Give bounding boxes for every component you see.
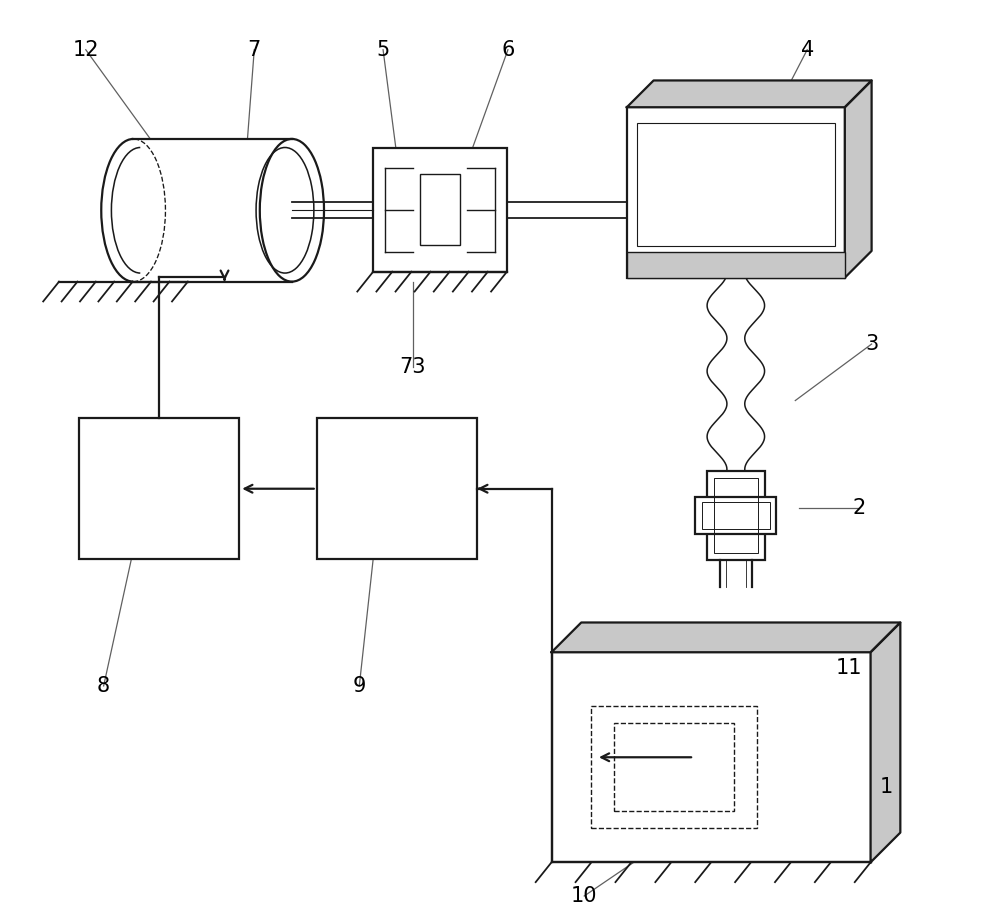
Polygon shape [552,622,900,652]
Bar [627,252,845,277]
Text: 7: 7 [248,39,261,60]
Bar [627,107,845,277]
Text: 4: 4 [801,39,814,60]
Bar [79,419,239,559]
Bar [552,652,871,862]
Bar [695,497,776,534]
Text: 73: 73 [400,357,426,377]
Bar [591,706,757,828]
Polygon shape [845,81,872,277]
Polygon shape [871,622,900,862]
Bar [702,501,770,530]
Polygon shape [627,81,872,107]
Text: 3: 3 [865,334,878,354]
Polygon shape [133,139,292,282]
Text: 5: 5 [376,39,390,60]
Bar [614,722,734,811]
Bar [707,471,765,560]
Bar [420,174,460,245]
Bar [714,478,758,554]
Text: 8: 8 [97,676,110,696]
Text: 10: 10 [571,886,597,906]
Bar [317,419,477,559]
Text: 2: 2 [852,498,865,518]
Text: 1: 1 [880,777,893,797]
Text: 9: 9 [353,676,366,696]
Bar [637,123,835,246]
Text: 11: 11 [836,658,862,678]
Text: 6: 6 [501,39,515,60]
Bar [373,148,507,272]
Text: 12: 12 [73,39,99,60]
